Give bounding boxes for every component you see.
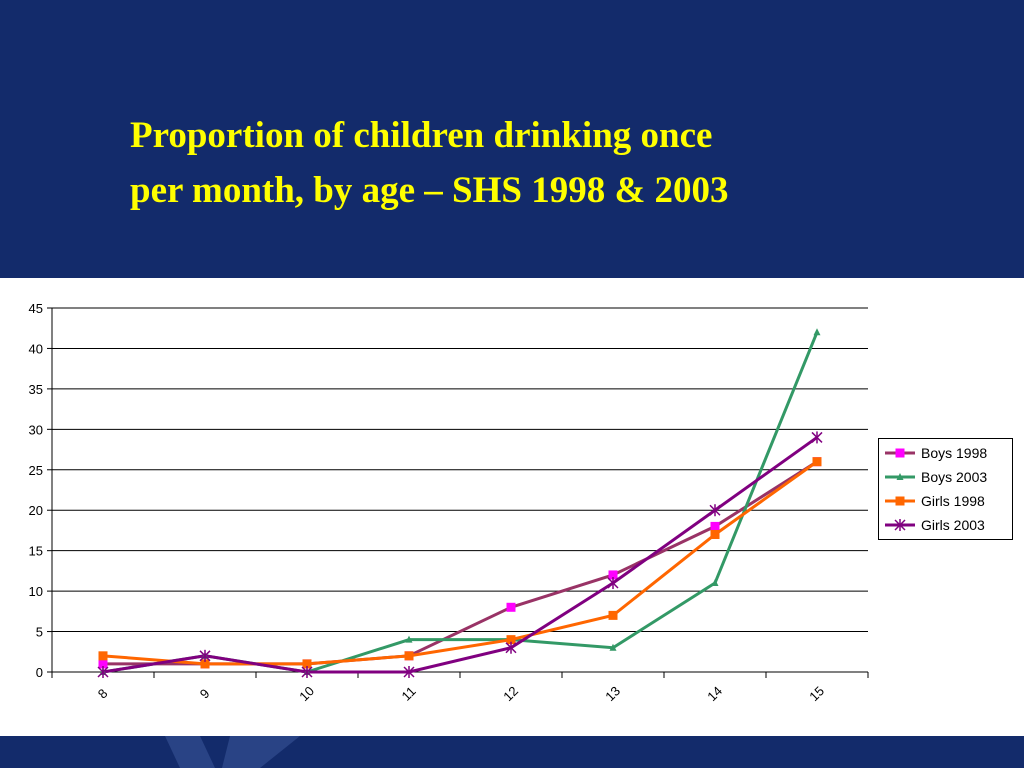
data-point	[711, 579, 719, 587]
line-chart: 0 5 10 15 20 25 30 35 40 45 8 9 10 11 12 13 14 15	[29, 301, 869, 704]
title-line-1: Proportion of children drinking once	[130, 115, 713, 156]
legend-marker	[895, 448, 905, 458]
legend-label: Girls 2003	[921, 517, 985, 533]
data-point	[200, 659, 210, 669]
data-point	[505, 641, 517, 654]
series-line-boys-1998	[103, 460, 818, 666]
data-point	[98, 651, 108, 661]
data-point	[97, 666, 109, 678]
legend-label: Boys 1998	[921, 445, 988, 461]
y-tick-label: 40	[29, 341, 43, 356]
legend-label: Boys 2003	[921, 469, 988, 485]
series-line-girls-1998	[102, 460, 818, 666]
data-point	[608, 570, 618, 580]
y-tick-label: 25	[29, 463, 43, 478]
data-point	[609, 643, 617, 651]
data-point	[98, 659, 108, 669]
data-point	[607, 577, 619, 590]
x-tick-label: 13	[602, 683, 623, 704]
legend-marker	[896, 473, 904, 480]
data-point	[710, 529, 720, 539]
legend-item: Boys 2003	[879, 465, 1012, 489]
footer-logo-shape	[165, 736, 300, 768]
data-point	[302, 659, 312, 669]
data-point	[811, 431, 823, 444]
x-tick-label: 10	[296, 683, 317, 704]
legend-swatch	[885, 519, 915, 531]
y-tick-label: 35	[29, 382, 43, 397]
data-point	[812, 457, 822, 467]
legend-marker	[894, 519, 906, 531]
data-point	[506, 602, 516, 612]
slide-title: Proportion of children drinking once per…	[130, 108, 930, 218]
slide-footer	[0, 736, 1024, 768]
x-tick-label: 11	[399, 684, 419, 704]
y-tick-label: 45	[29, 301, 43, 316]
slide-header: Proportion of children drinking once per…	[0, 0, 1024, 278]
data-point	[506, 635, 516, 645]
legend-swatch	[885, 473, 915, 480]
data-point	[710, 521, 720, 531]
y-tick-label: 10	[29, 584, 43, 599]
data-point	[608, 610, 618, 620]
legend-marker	[895, 496, 905, 506]
data-point	[813, 328, 821, 336]
y-tick-label: 5	[36, 625, 43, 640]
legend-item: Girls 1998	[879, 489, 1012, 513]
data-point	[709, 504, 721, 517]
data-point	[403, 666, 415, 678]
chart-legend: Boys 1998 Boys 2003 Girls 1998 Girls 2003	[878, 438, 1013, 540]
series-line-girls-2003	[102, 436, 818, 674]
x-tick-label: 8	[95, 686, 111, 702]
data-point	[199, 649, 211, 662]
y-tick-label: 0	[36, 665, 43, 680]
data-point	[301, 666, 313, 678]
legend-swatch	[885, 496, 915, 506]
legend-item: Boys 1998	[879, 441, 1012, 465]
y-tick-label: 30	[29, 422, 43, 437]
title-line-2: per month, by age – SHS 1998 & 2003	[130, 170, 729, 211]
x-tick-label: 14	[704, 683, 725, 704]
y-tick-label: 20	[29, 503, 43, 518]
data-point	[405, 635, 413, 643]
series-line-boys-2003	[102, 331, 819, 674]
x-tick-label: 15	[806, 683, 827, 704]
x-tick-label: 12	[500, 683, 521, 704]
legend-item: Girls 2003	[879, 513, 1012, 537]
x-tick-label: 9	[197, 686, 213, 702]
legend-swatch	[885, 448, 915, 458]
y-tick-label: 15	[29, 544, 43, 559]
data-point	[404, 651, 414, 661]
legend-label: Girls 1998	[921, 493, 985, 509]
